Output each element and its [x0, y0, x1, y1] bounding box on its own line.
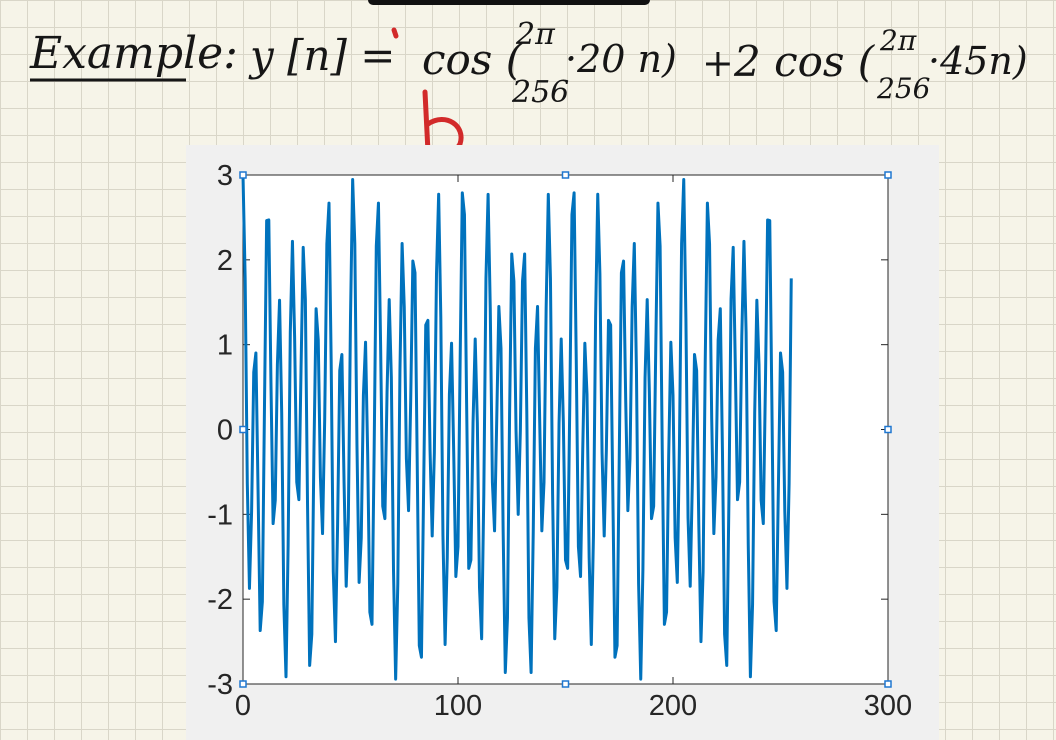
y-tick-label: 3	[217, 160, 233, 192]
selection-handle	[239, 680, 247, 688]
equation-cos2: 2 cos (	[733, 37, 876, 86]
selection-handle	[239, 425, 247, 434]
equation-lhs: y [n] =	[248, 31, 395, 80]
x-tick-label: 200	[649, 690, 697, 722]
equation-den2: 256	[876, 72, 930, 105]
y-tick-label: 0	[217, 415, 233, 447]
matlab-figure: 0 100 200 300 3 2 1 0 -1 -2 -3	[186, 145, 939, 740]
equation-arg1: ·20 n)	[565, 37, 677, 81]
x-tick-label: 0	[235, 690, 251, 722]
y-tick-label: -2	[207, 584, 233, 616]
equation-den1: 256	[511, 75, 569, 110]
equation-arg2: ·45n)	[928, 39, 1028, 83]
x-tick-label: 100	[434, 690, 482, 722]
equation-plus: +	[702, 41, 734, 85]
selection-handle	[239, 171, 247, 179]
selection-handle	[884, 680, 892, 688]
top-bar	[368, 0, 650, 5]
line-chart: 0 100 200 300 3 2 1 0 -1 -2 -3	[207, 160, 912, 722]
series-line	[241, 174, 793, 681]
equation-num1: 2π	[515, 17, 556, 52]
y-tick-label: -3	[207, 669, 233, 701]
handwritten-equation: Example: y [n] = cos ( 2π 256 ·20 n) + 2…	[29, 17, 1028, 157]
y-tick-label: 2	[217, 245, 233, 277]
x-tick-label: 300	[864, 690, 912, 722]
example-label: Example:	[29, 28, 238, 79]
y-tick-label: 1	[217, 330, 233, 362]
selection-handle	[884, 425, 892, 434]
selection-handle	[884, 171, 892, 179]
y-tick-label: -1	[207, 499, 233, 531]
equation-cos1: cos (	[422, 35, 524, 84]
selection-handle	[561, 680, 570, 688]
equation-num2: 2π	[879, 24, 917, 57]
selection-handle	[561, 171, 570, 179]
